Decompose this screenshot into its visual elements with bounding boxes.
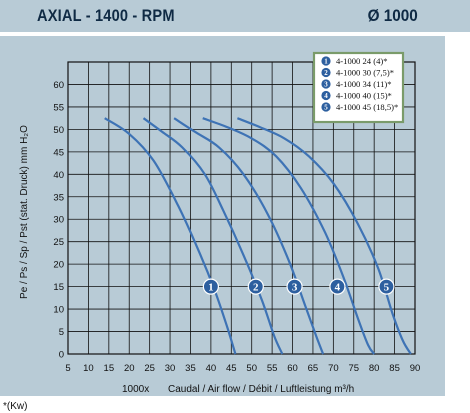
chart-title: AXIAL - 1400 - RPM <box>37 6 175 25</box>
y-tick-label: 45 <box>53 147 64 158</box>
curve-badge-label: 4 <box>335 281 341 293</box>
y-tick-label: 10 <box>53 305 64 316</box>
grid <box>67 61 416 355</box>
y-tick-label: 55 <box>53 102 64 113</box>
curve-1 <box>104 117 237 355</box>
x-tick-label: 5 <box>65 363 70 374</box>
y-tick-label: 0 <box>59 350 64 361</box>
axis-ticks: 5 10 15 20 25 30 35 40 45 50 55 60 65 70 75 80 85 9005101… <box>53 80 420 374</box>
curve-2 <box>142 117 284 355</box>
curve-badge-4 <box>329 278 346 295</box>
x-tick-label: 90 <box>410 363 421 374</box>
x-tick-label: 80 <box>369 363 380 374</box>
curve-badge-label: 5 <box>384 281 390 293</box>
diameter-label: Ø 1000 <box>367 6 418 25</box>
plot-border <box>67 61 416 355</box>
x-tick-label: 70 <box>328 363 339 374</box>
legend-entry-2: 4-1000 30 (7,5)* <box>336 68 394 78</box>
header-band <box>0 0 470 32</box>
legend-badge-label: 5 <box>324 104 328 112</box>
legend-badge-2 <box>321 67 331 78</box>
x-tick-label: 45 <box>226 363 237 374</box>
legend-badge-label: 3 <box>324 81 328 89</box>
x-axis-title: Caudal / Air flow / Débit / Luftleistung… <box>168 384 354 395</box>
x-tick-label: 75 <box>348 363 359 374</box>
legend-badge-3 <box>321 79 331 89</box>
x-axis-prefix: 1000x <box>122 384 149 395</box>
curve-badges: 1 2 3 4 5 <box>202 278 395 295</box>
curve-badge-5 <box>378 278 395 295</box>
curve-4 <box>202 117 376 355</box>
legend-badge-label: 1 <box>324 58 328 66</box>
y-tick-label: 35 <box>53 192 64 203</box>
y-axis-title: Pe / Ps / Sp / Pst (stat. Druck) mm H₂O <box>19 125 30 299</box>
x-tick-label: 55 <box>267 363 278 374</box>
legend: 1 4-1000 24 (4)* 2 4-1000 30 (7,5)* 3 4-1000 … <box>312 51 405 124</box>
x-tick-label: 20 <box>124 363 135 374</box>
curve-badge-label: 2 <box>253 281 259 293</box>
x-tick-label: 25 <box>144 363 155 374</box>
x-tick-label: 40 <box>206 363 217 374</box>
x-tick-label: 50 <box>246 363 257 374</box>
legend-entry-3: 4-1000 34 (11)* <box>336 79 392 89</box>
legend-badge-label: 2 <box>324 69 328 77</box>
legend-badge-1 <box>321 56 331 66</box>
y-tick-label: 25 <box>53 237 64 248</box>
legend-badge-label: 4 <box>324 92 328 100</box>
curve-3 <box>173 117 325 355</box>
y-tick-label: 60 <box>53 80 64 91</box>
curve-badge-2 <box>247 278 264 295</box>
legend-entry-1: 4-1000 24 (4)* <box>336 56 388 66</box>
x-tick-label: 30 <box>165 363 176 374</box>
x-tick-label: 15 <box>104 363 115 374</box>
y-tick-label: 5 <box>59 327 64 338</box>
x-tick-label: 10 <box>83 363 94 374</box>
y-tick-label: 40 <box>53 170 64 181</box>
footnote: *(Kw) <box>3 401 28 412</box>
y-tick-label: 20 <box>53 260 64 271</box>
y-tick-label: 15 <box>53 282 64 293</box>
curve-badge-label: 3 <box>292 281 298 293</box>
y-tick-label: 30 <box>53 215 64 226</box>
curve-badge-3 <box>286 278 303 295</box>
x-tick-label: 65 <box>308 363 319 374</box>
x-tick-label: 60 <box>287 363 298 374</box>
legend-badge-4 <box>321 90 331 101</box>
legend-entry-5: 4-1000 45 (18,5)* <box>336 102 398 112</box>
performance-curves <box>104 117 412 355</box>
y-tick-label: 50 <box>53 125 64 136</box>
plot-frame <box>67 61 416 355</box>
legend-badge-5 <box>321 102 331 112</box>
legend-entry-4: 4-1000 40 (15)* <box>336 91 392 101</box>
x-tick-label: 85 <box>389 363 400 374</box>
curve-badge-label: 1 <box>208 281 214 293</box>
curve-badge-1 <box>202 278 219 295</box>
curve-5 <box>236 117 412 355</box>
x-tick-label: 35 <box>185 363 196 374</box>
